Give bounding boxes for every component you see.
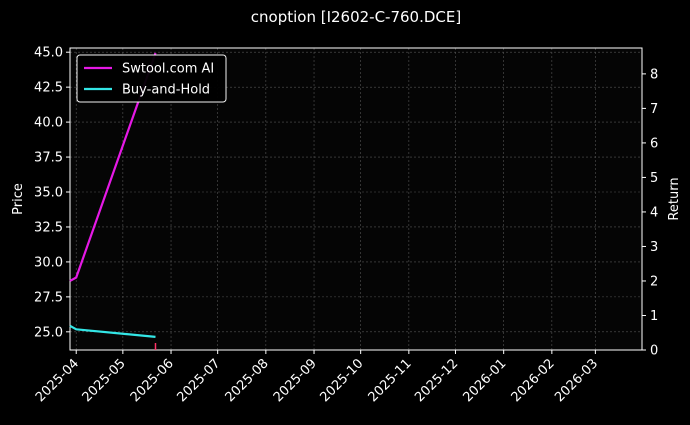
y-right-tick-label: 1 xyxy=(650,309,658,324)
legend: Swtool.com AI Buy-and-Hold xyxy=(77,55,226,102)
y-left-tick-label: 25.0 xyxy=(34,325,63,340)
y-left-tick-label: 32.5 xyxy=(34,220,63,235)
y-right-axis-label: Return xyxy=(667,177,682,220)
y-left-tick-label: 30.0 xyxy=(34,255,63,270)
legend-label: Swtool.com AI xyxy=(122,62,214,77)
y-left-tick-label: 45.0 xyxy=(34,46,63,61)
y-right-tick-label: 8 xyxy=(650,67,658,82)
y-left-tick-label: 35.0 xyxy=(34,186,63,201)
y-left-tick-label: 42.5 xyxy=(34,81,63,96)
y-right-tick-label: 7 xyxy=(650,102,658,117)
y-left-tick-label: 40.0 xyxy=(34,116,63,131)
y-left-tick-label: 37.5 xyxy=(34,151,63,166)
y-right-tick-label: 4 xyxy=(650,205,658,220)
y-right-tick-label: 0 xyxy=(650,344,658,359)
y-right-tick-label: 2 xyxy=(650,274,658,289)
y-left-tick-label: 27.5 xyxy=(34,290,63,305)
y-right-tick-label: 5 xyxy=(650,171,658,186)
y-left-axis-label: Price xyxy=(11,183,26,215)
chart-title: cnoption [I2602-C-760.DCE] xyxy=(251,8,461,26)
y-right-tick-label: 3 xyxy=(650,240,658,255)
legend-label: Buy-and-Hold xyxy=(122,83,210,98)
y-right-tick-label: 6 xyxy=(650,136,658,151)
